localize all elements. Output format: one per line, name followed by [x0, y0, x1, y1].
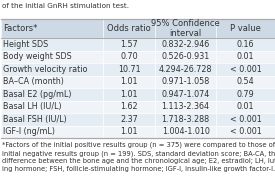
Text: < 0.001: < 0.001 — [230, 115, 261, 124]
Text: *Factors of the initial positive results group (n = 375) were compared to those : *Factors of the initial positive results… — [2, 142, 275, 172]
Bar — [216, 113, 275, 126]
Bar — [1, 51, 103, 63]
Text: 1.62: 1.62 — [120, 102, 138, 111]
Text: 1.01: 1.01 — [120, 90, 138, 99]
Text: 4.294-26.728: 4.294-26.728 — [159, 65, 212, 74]
Bar — [155, 113, 216, 126]
Bar — [216, 63, 275, 76]
Bar — [103, 101, 155, 113]
Text: Body weight SDS: Body weight SDS — [3, 52, 72, 61]
Bar — [216, 19, 275, 38]
Text: 0.971-1.058: 0.971-1.058 — [161, 77, 210, 86]
Text: 0.832-2.946: 0.832-2.946 — [161, 40, 210, 49]
Text: 1.113-2.364: 1.113-2.364 — [162, 102, 210, 111]
Text: 2.37: 2.37 — [120, 115, 138, 124]
Text: < 0.001: < 0.001 — [230, 65, 261, 74]
Text: 0.79: 0.79 — [236, 90, 254, 99]
Bar — [216, 126, 275, 138]
Text: Odds ratio: Odds ratio — [107, 24, 151, 33]
Bar — [103, 19, 155, 38]
Text: 0.01: 0.01 — [237, 102, 254, 111]
Text: Factors*: Factors* — [3, 24, 37, 33]
Bar — [155, 101, 216, 113]
Text: 0.526-0.931: 0.526-0.931 — [161, 52, 210, 61]
Bar — [155, 63, 216, 76]
Text: 1.718-3.288: 1.718-3.288 — [161, 115, 210, 124]
Text: Basal LH (IU/L): Basal LH (IU/L) — [3, 102, 61, 111]
Text: 95% Confidence
interval: 95% Confidence interval — [151, 19, 220, 38]
Bar — [155, 51, 216, 63]
Bar — [103, 51, 155, 63]
Bar — [103, 76, 155, 88]
Text: 0.16: 0.16 — [237, 40, 254, 49]
Bar — [216, 51, 275, 63]
Text: 0.947-1.074: 0.947-1.074 — [161, 90, 210, 99]
Text: of the initial GnRH stimulation test.: of the initial GnRH stimulation test. — [2, 3, 129, 9]
Bar — [1, 76, 103, 88]
Text: Basal E2 (pg/mL): Basal E2 (pg/mL) — [3, 90, 71, 99]
Bar — [1, 38, 103, 51]
Bar — [103, 38, 155, 51]
Bar — [103, 63, 155, 76]
Text: P value: P value — [230, 24, 261, 33]
Bar — [216, 38, 275, 51]
Text: IGF-I (ng/mL): IGF-I (ng/mL) — [3, 127, 55, 136]
Text: Height SDS: Height SDS — [3, 40, 48, 49]
Text: 1.01: 1.01 — [120, 77, 138, 86]
Text: Basal FSH (IU/L): Basal FSH (IU/L) — [3, 115, 67, 124]
Bar — [103, 113, 155, 126]
Text: 0.01: 0.01 — [237, 52, 254, 61]
Text: < 0.001: < 0.001 — [230, 127, 261, 136]
Bar — [216, 88, 275, 101]
Bar — [155, 38, 216, 51]
Bar — [155, 19, 216, 38]
Text: 1.01: 1.01 — [120, 127, 138, 136]
Bar — [1, 19, 103, 38]
Text: BA–CA (month): BA–CA (month) — [3, 77, 64, 86]
Bar — [103, 88, 155, 101]
Bar — [1, 126, 103, 138]
Bar — [155, 76, 216, 88]
Bar — [155, 88, 216, 101]
Bar — [103, 126, 155, 138]
Text: 0.54: 0.54 — [236, 77, 254, 86]
Bar — [1, 63, 103, 76]
Bar — [216, 101, 275, 113]
Text: Growth velocity ratio: Growth velocity ratio — [3, 65, 87, 74]
Bar — [1, 101, 103, 113]
Text: 10.71: 10.71 — [118, 65, 141, 74]
Bar — [1, 113, 103, 126]
Bar — [1, 88, 103, 101]
Text: 1.004-1.010: 1.004-1.010 — [162, 127, 210, 136]
Bar — [216, 76, 275, 88]
Bar — [155, 126, 216, 138]
Text: 0.70: 0.70 — [120, 52, 138, 61]
Text: 1.57: 1.57 — [120, 40, 138, 49]
